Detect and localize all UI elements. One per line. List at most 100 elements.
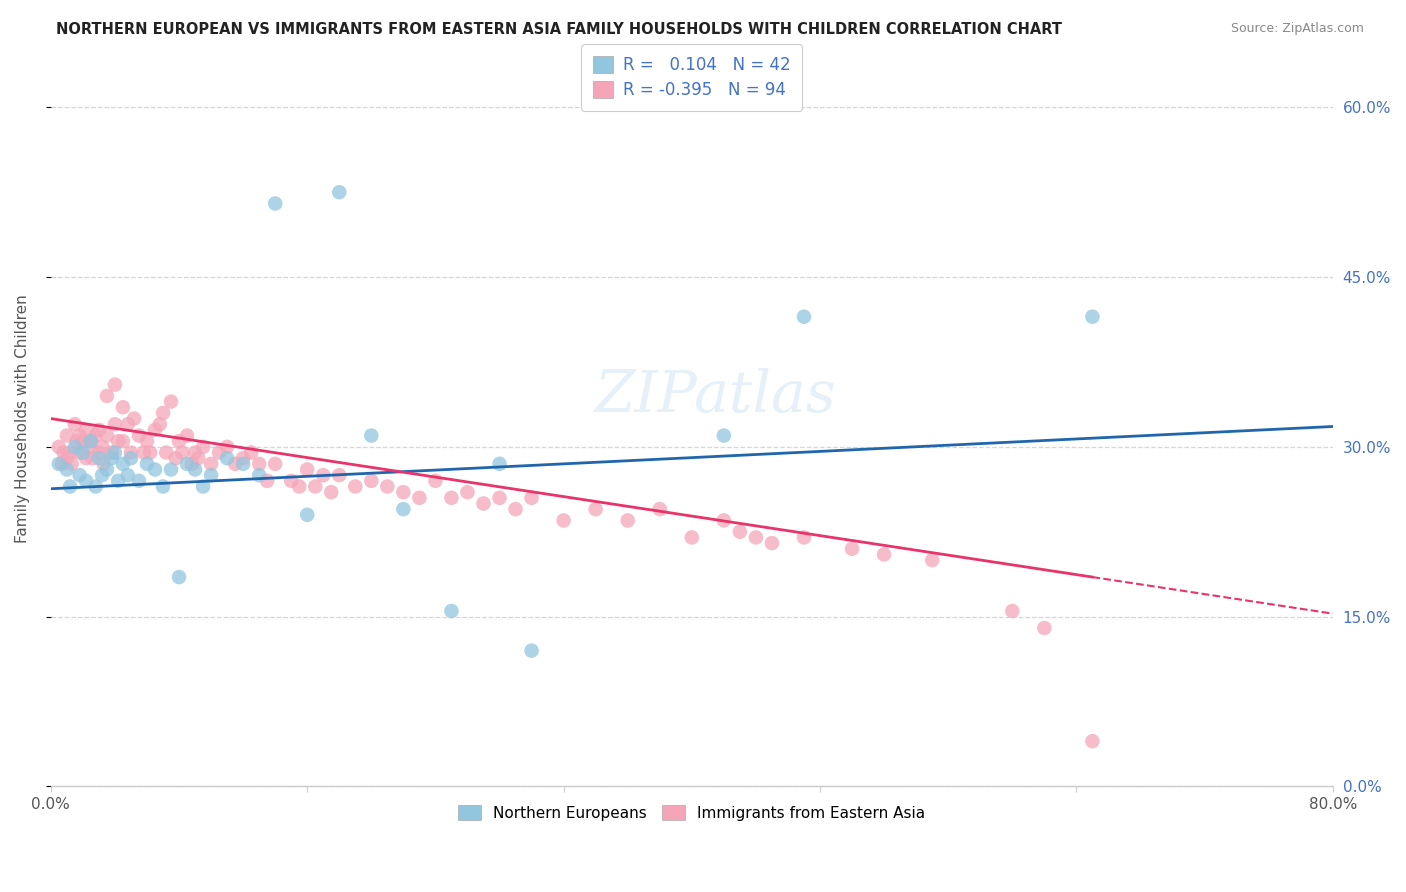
Point — [139, 445, 162, 459]
Point — [256, 474, 278, 488]
Point — [56, 462, 79, 476]
Point — [328, 468, 350, 483]
Point — [360, 474, 382, 488]
Point — [180, 457, 202, 471]
Point — [59, 445, 82, 459]
Point — [63, 417, 86, 432]
Point — [456, 485, 478, 500]
Text: NORTHERN EUROPEAN VS IMMIGRANTS FROM EASTERN ASIA FAMILY HOUSEHOLDS WITH CHILDRE: NORTHERN EUROPEAN VS IMMIGRANTS FROM EAS… — [56, 22, 1063, 37]
Point — [48, 457, 70, 471]
Point — [120, 451, 142, 466]
Point — [87, 451, 110, 466]
Point — [120, 445, 142, 459]
Point — [184, 445, 207, 459]
Point — [440, 491, 463, 505]
Legend: Northern Europeans, Immigrants from Eastern Asia: Northern Europeans, Immigrants from East… — [451, 798, 932, 827]
Point — [75, 451, 97, 466]
Point — [152, 479, 174, 493]
Text: Source: ZipAtlas.com: Source: ZipAtlas.com — [1230, 22, 1364, 36]
Point — [873, 548, 896, 562]
Point — [472, 496, 495, 510]
Point — [247, 457, 270, 471]
Point — [56, 451, 79, 466]
Point — [59, 479, 82, 493]
Point — [104, 417, 127, 432]
Point — [713, 513, 735, 527]
Point — [149, 417, 172, 432]
Point — [111, 434, 134, 449]
Point — [392, 502, 415, 516]
Point — [288, 479, 311, 493]
Point — [841, 541, 863, 556]
Point — [321, 485, 343, 500]
Point — [72, 434, 94, 449]
Point — [143, 423, 166, 437]
Point — [87, 445, 110, 459]
Point — [111, 457, 134, 471]
Point — [96, 428, 118, 442]
Point — [921, 553, 943, 567]
Point — [745, 531, 768, 545]
Point — [344, 479, 367, 493]
Point — [107, 434, 129, 449]
Point — [264, 196, 287, 211]
Point — [152, 406, 174, 420]
Point — [155, 445, 177, 459]
Point — [80, 434, 103, 449]
Point — [80, 434, 103, 449]
Point — [79, 440, 101, 454]
Point — [1001, 604, 1024, 618]
Point — [217, 440, 239, 454]
Point — [87, 423, 110, 437]
Point — [52, 445, 75, 459]
Point — [117, 468, 139, 483]
Point — [69, 445, 91, 459]
Point — [440, 604, 463, 618]
Point — [160, 394, 183, 409]
Point — [232, 451, 254, 466]
Point — [1081, 734, 1104, 748]
Point — [297, 462, 319, 476]
Point — [280, 474, 302, 488]
Point — [72, 445, 94, 459]
Point — [648, 502, 671, 516]
Point — [117, 417, 139, 432]
Point — [136, 434, 159, 449]
Point — [793, 310, 815, 324]
Point — [104, 377, 127, 392]
Point — [167, 434, 190, 449]
Point — [728, 524, 751, 539]
Point — [488, 491, 510, 505]
Point — [91, 440, 114, 454]
Point — [297, 508, 319, 522]
Point — [91, 468, 114, 483]
Point — [69, 468, 91, 483]
Point — [232, 457, 254, 471]
Point — [136, 457, 159, 471]
Point — [100, 445, 122, 459]
Point — [328, 185, 350, 199]
Point — [224, 457, 246, 471]
Point — [93, 457, 115, 471]
Point — [713, 428, 735, 442]
Point — [75, 423, 97, 437]
Point — [160, 462, 183, 476]
Point — [128, 428, 150, 442]
Point — [96, 462, 118, 476]
Point — [1081, 310, 1104, 324]
Point — [184, 462, 207, 476]
Point — [82, 451, 104, 466]
Point — [408, 491, 430, 505]
Point — [143, 462, 166, 476]
Point — [191, 440, 214, 454]
Point — [104, 445, 127, 459]
Point — [200, 457, 222, 471]
Point — [375, 479, 398, 493]
Point — [187, 451, 209, 466]
Point — [176, 428, 198, 442]
Point — [60, 457, 83, 471]
Point — [172, 445, 194, 459]
Point — [520, 643, 543, 657]
Point — [84, 428, 107, 442]
Point — [392, 485, 415, 500]
